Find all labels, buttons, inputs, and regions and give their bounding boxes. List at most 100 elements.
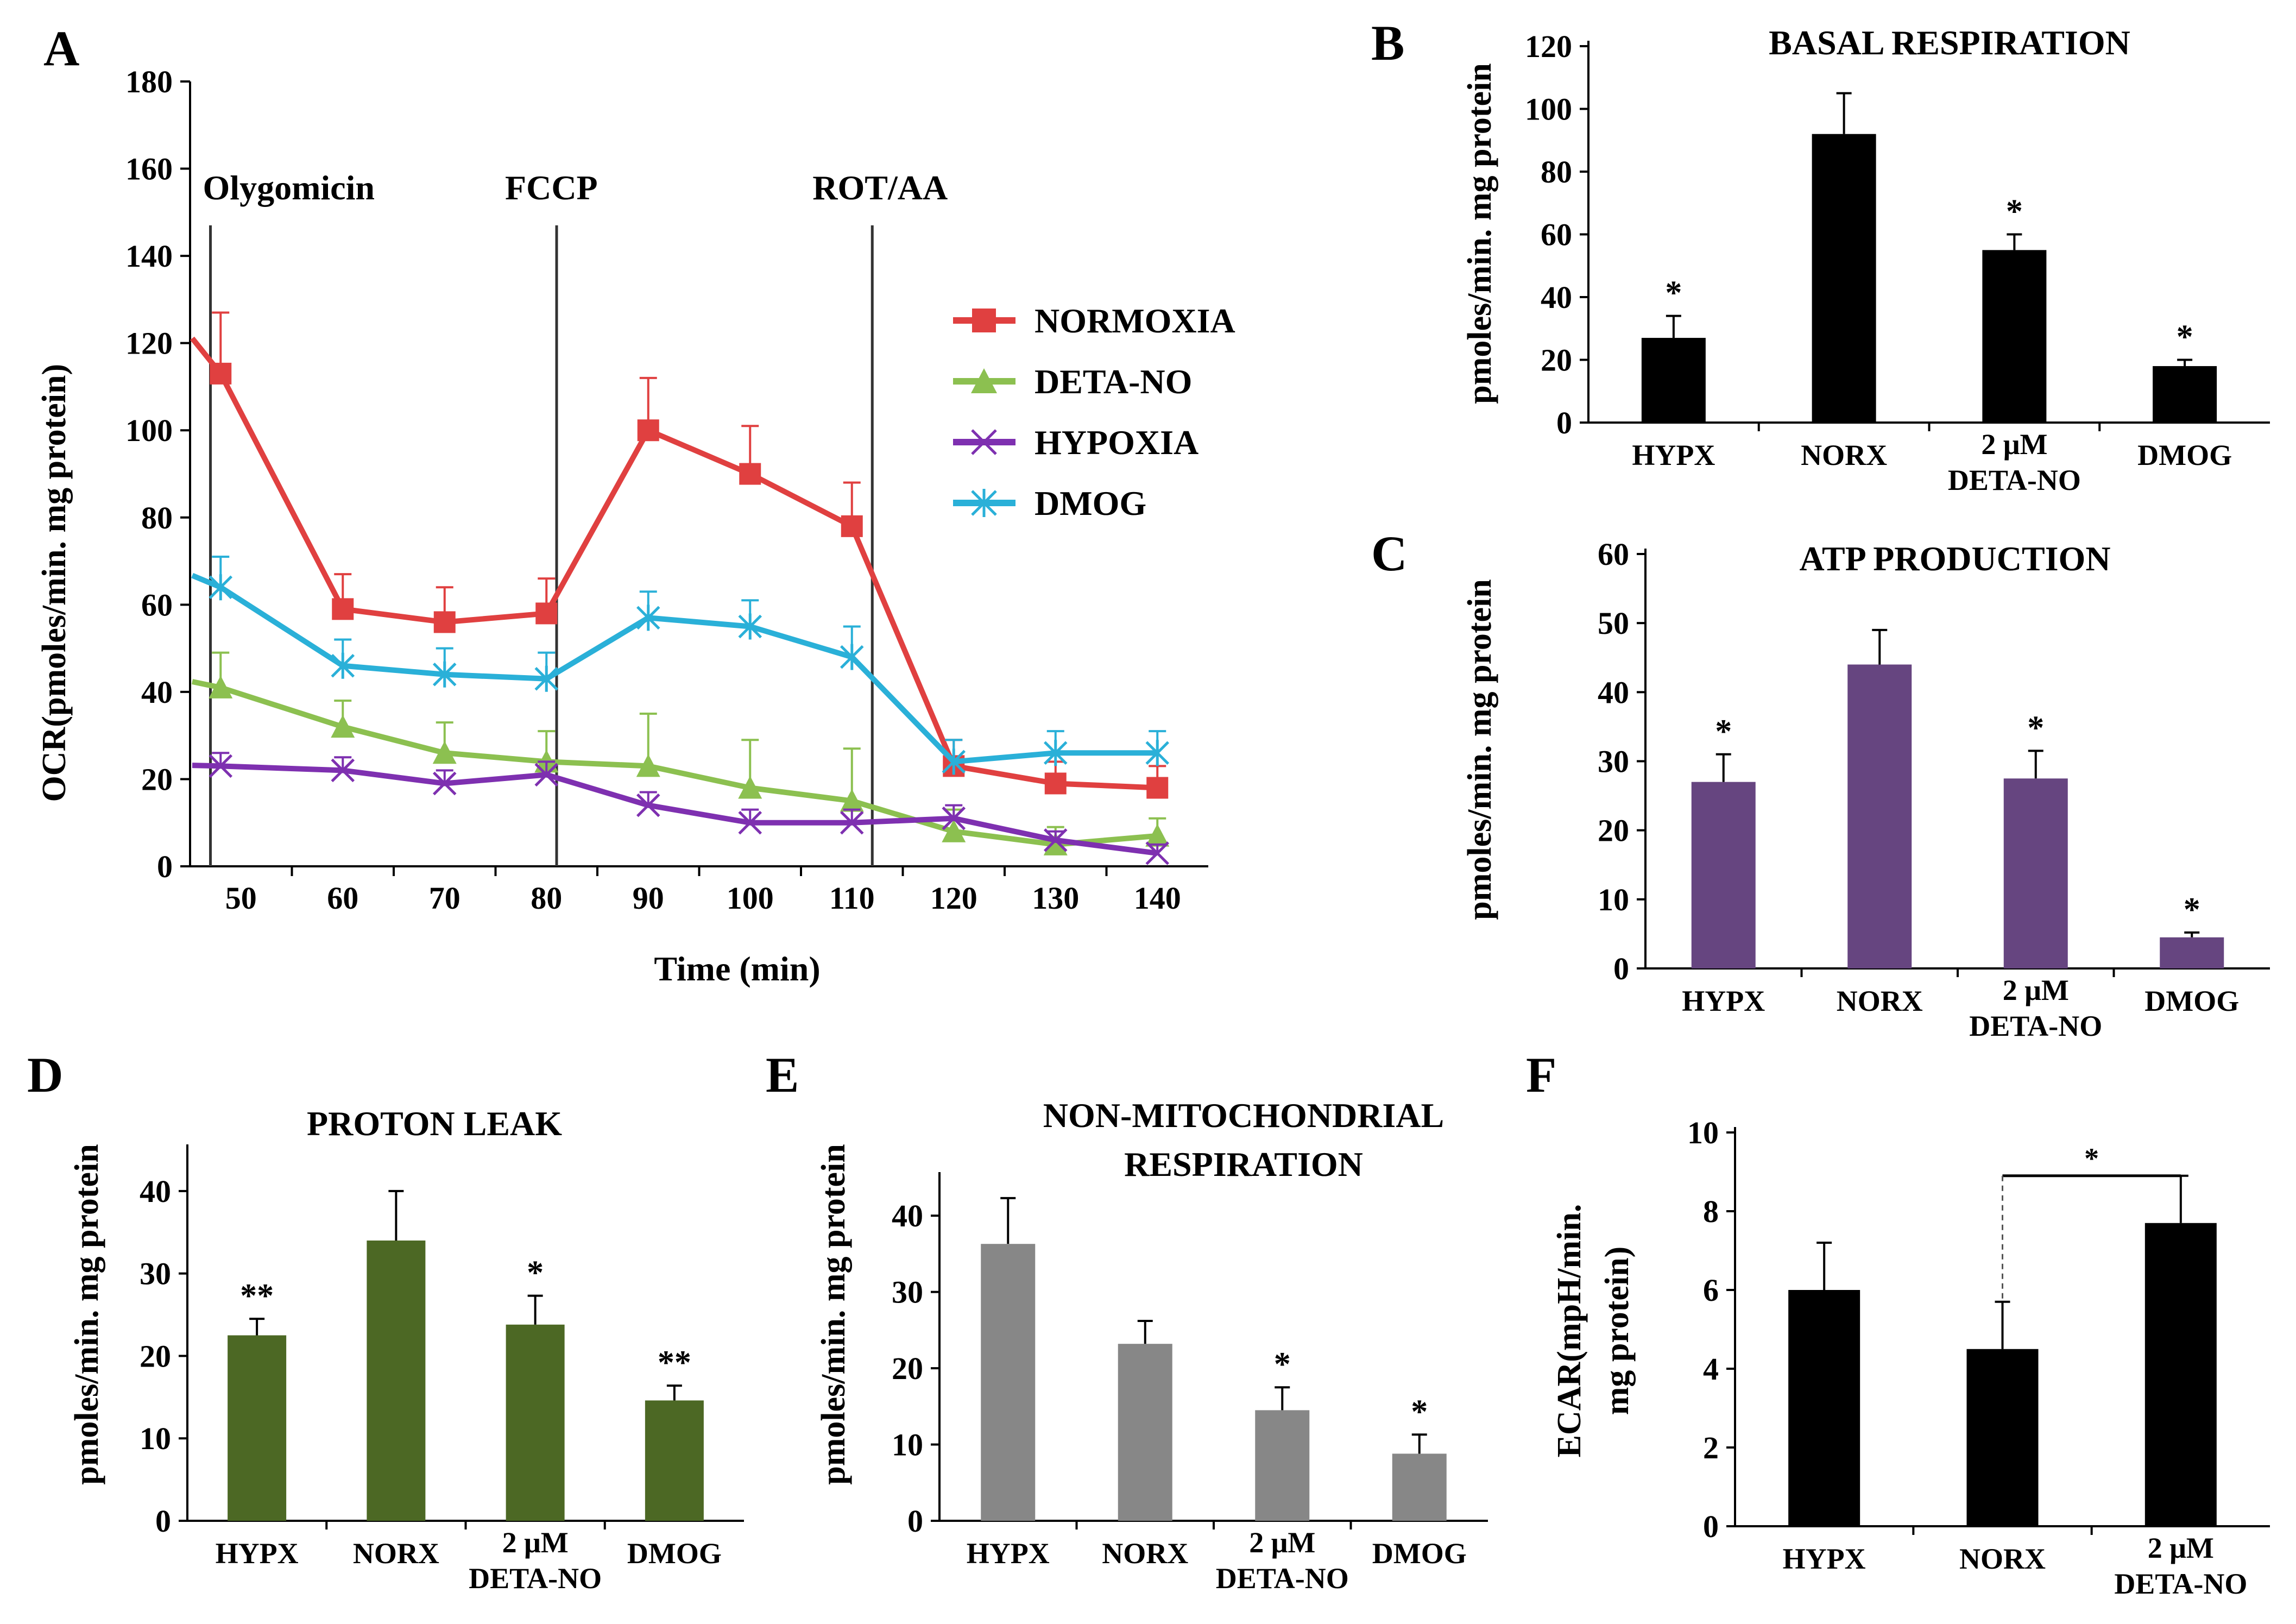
category-label: 2 μM	[1981, 428, 2047, 461]
series-hypoxia	[209, 752, 1170, 865]
category-label: DETA-NO	[1948, 464, 2081, 496]
series-line-lead	[190, 336, 223, 375]
category-label: DMOG	[627, 1537, 722, 1570]
panel-letter: A	[43, 21, 79, 76]
y-axis-label: OCR(pmoles/min. mg protein)	[36, 364, 73, 802]
significance-marker: *	[2027, 709, 2044, 746]
series-line	[219, 585, 1158, 765]
marker-asterisk	[432, 661, 457, 688]
x-tick-label: 60	[327, 880, 358, 916]
category-label: NORX	[1801, 439, 1887, 471]
y-tick-label: 0	[1613, 951, 1629, 986]
category-label: 2 μM	[2003, 974, 2069, 1006]
marker-square	[1044, 772, 1067, 795]
series-line	[219, 685, 1158, 847]
x-tick-label: 100	[727, 880, 774, 916]
significance-marker: *	[527, 1255, 544, 1292]
y-axis-label: pmoles/min. mg protein	[1461, 579, 1498, 920]
bar	[1982, 250, 2047, 423]
marker-square	[972, 309, 996, 332]
y-tick-label: 40	[892, 1198, 923, 1233]
marker-square	[433, 611, 456, 633]
x-tick-label: 120	[930, 880, 977, 916]
bar	[1812, 134, 1876, 423]
category-label: HYPX	[1632, 439, 1715, 471]
marker-asterisk	[840, 644, 864, 670]
y-tick-label: 10	[892, 1427, 923, 1463]
x-axis-label: Time (min)	[654, 949, 820, 988]
y-tick-label: 50	[1598, 606, 1629, 641]
bar	[506, 1324, 565, 1521]
comparison-marker: *	[2084, 1142, 2099, 1175]
significance-marker: **	[240, 1277, 274, 1314]
bar	[1788, 1290, 1860, 1526]
y-axis-label: ECAR(mpH/min.	[1551, 1204, 1588, 1458]
marker-square	[1146, 777, 1169, 799]
y-tick-label: 80	[1541, 154, 1572, 190]
y-tick-label: 6	[1703, 1273, 1719, 1308]
marker-triangle	[1043, 832, 1068, 855]
significance-marker: **	[658, 1344, 691, 1381]
y-tick-label: 120	[125, 326, 173, 361]
significance-marker: *	[2177, 319, 2193, 356]
panel-letter: B	[1371, 15, 1404, 71]
marker-x	[971, 429, 997, 455]
bar	[1966, 1349, 2039, 1526]
series-line	[218, 372, 1158, 791]
bar	[1847, 664, 1912, 968]
significance-marker: *	[2006, 193, 2023, 230]
marker-asterisk	[331, 652, 355, 679]
y-tick-label: 0	[155, 1503, 171, 1539]
panel-letter: E	[766, 1047, 799, 1103]
marker-square	[637, 419, 659, 442]
y-tick-label: 0	[1556, 405, 1572, 440]
marker-asterisk	[1145, 740, 1170, 766]
y-tick-label: 30	[1598, 744, 1629, 779]
panel-f: F 0 2 4 6 8 10 HYPX NORX 2 μM DETA-NO ECAR(mpH/min.…	[1526, 1047, 2270, 1600]
significance-marker: *	[1411, 1393, 1428, 1430]
y-tick-label: 30	[892, 1275, 923, 1310]
y-tick-label: 160	[125, 152, 173, 187]
marker-x	[534, 763, 559, 787]
category-label: 2 μM	[2148, 1532, 2214, 1564]
series-deta-no	[209, 651, 1170, 855]
y-tick-label: 4	[1703, 1351, 1719, 1387]
category-label: 2 μM	[1249, 1526, 1315, 1559]
category-label: DMOG	[1372, 1537, 1467, 1570]
marker-square	[535, 602, 558, 625]
marker-x	[636, 793, 660, 817]
y-tick-label: 140	[125, 238, 173, 274]
marker-triangle	[942, 819, 966, 842]
x-tick-label: 70	[429, 880, 461, 916]
marker-triangle	[971, 368, 997, 393]
legend-entry: DMOG	[1035, 484, 1146, 523]
marker-triangle	[738, 776, 762, 799]
y-tick-label: 0	[1703, 1509, 1719, 1544]
marker-x	[942, 806, 966, 830]
marker-asterisk	[971, 489, 997, 517]
x-tick-label: 130	[1032, 880, 1079, 916]
bar	[2003, 778, 2068, 968]
panel-letter: C	[1371, 526, 1407, 581]
category-label: DMOG	[2144, 985, 2239, 1017]
legend-entry: NORMOXIA	[1035, 301, 1235, 340]
category-label: HYPX	[1783, 1543, 1866, 1575]
y-tick-label: 10	[1598, 882, 1629, 917]
panel-letter: D	[27, 1047, 63, 1103]
category-label: HYPX	[1682, 985, 1765, 1017]
marker-asterisk	[1043, 740, 1068, 766]
y-tick-label: 180	[125, 64, 173, 99]
bar	[367, 1240, 426, 1521]
significance-marker: *	[1715, 713, 1732, 750]
y-tick-label: 20	[892, 1351, 923, 1386]
injection-label: FCCP	[505, 168, 598, 207]
legend: NORMOXIA DETA-NO HYPOXIA DMOG	[953, 301, 1235, 523]
chart-title: NON-MITOCHONDRIAL	[1043, 1096, 1444, 1135]
chart-title: RESPIRATION	[1124, 1145, 1363, 1184]
chart-title: BASAL RESPIRATION	[1769, 23, 2130, 62]
x-tick-label: 50	[225, 880, 257, 916]
marker-square	[841, 515, 863, 537]
category-label: NORX	[1102, 1537, 1188, 1570]
